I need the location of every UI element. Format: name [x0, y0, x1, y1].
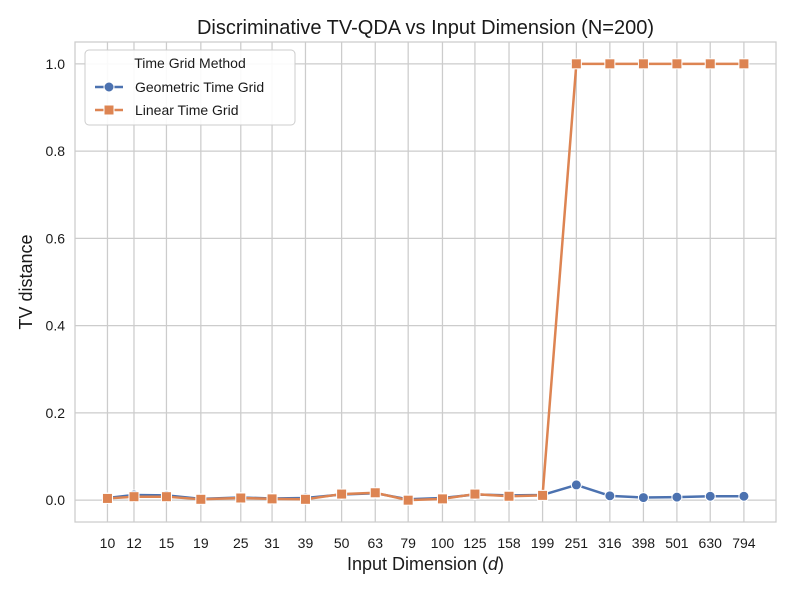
- data-point: [299, 493, 311, 505]
- data-point: [671, 491, 683, 503]
- x-axis-label-suffix: ): [498, 554, 504, 574]
- legend-label-linear: Linear Time Grid: [135, 102, 238, 118]
- legend-box: [84, 49, 296, 126]
- x-axis-label-prefix: Input Dimension (: [347, 554, 488, 574]
- y-tick-label: 0.6: [46, 230, 66, 246]
- data-point: [570, 479, 582, 491]
- data-point: [369, 487, 381, 499]
- x-tick-label: 316: [598, 535, 622, 551]
- x-tick-label: 10: [100, 535, 116, 551]
- data-point: [704, 58, 716, 70]
- data-point: [266, 493, 278, 505]
- data-point: [637, 58, 649, 70]
- chart-title: Discriminative TV-QDA vs Input Dimension…: [197, 17, 654, 39]
- x-tick-label: 199: [531, 535, 555, 551]
- plot-frame: [74, 41, 777, 523]
- x-tick-label: 19: [193, 535, 209, 551]
- legend: Time Grid Method Geometric Time Grid Lin…: [84, 49, 296, 126]
- legend-label-geometric: Geometric Time Grid: [135, 79, 264, 95]
- data-point: [160, 491, 172, 503]
- data-point: [604, 490, 616, 502]
- y-tick-label: 1.0: [46, 56, 66, 72]
- y-tick-label: 0.8: [46, 143, 66, 159]
- series-linear: [101, 58, 750, 506]
- data-point: [738, 58, 750, 70]
- x-tick-label: 251: [565, 535, 589, 551]
- data-point: [402, 494, 414, 506]
- data-point: [570, 58, 582, 70]
- data-point: [503, 490, 515, 502]
- x-tick-label: 63: [367, 535, 383, 551]
- data-point: [537, 489, 549, 501]
- data-point: [195, 493, 207, 505]
- x-axis-label-variable: d: [488, 554, 499, 574]
- y-axis-label: TV distance: [16, 234, 36, 329]
- y-tick-label: 0.0: [46, 492, 66, 508]
- legend-marker-geometric: [103, 81, 115, 93]
- y-tick-label: 0.2: [46, 405, 66, 421]
- x-tick-label: 50: [334, 535, 350, 551]
- data-point: [128, 491, 140, 503]
- x-tick-label: 125: [463, 535, 487, 551]
- x-tick-label: 39: [298, 535, 314, 551]
- series-line: [107, 62, 744, 502]
- legend-marker-linear: [103, 104, 115, 116]
- data-point: [671, 58, 683, 70]
- x-tick-label: 630: [699, 535, 723, 551]
- data-point: [469, 488, 481, 500]
- x-tick-label: 794: [732, 535, 756, 551]
- data-point: [604, 58, 616, 70]
- data-point: [235, 492, 247, 504]
- legend-title: Time Grid Method: [134, 55, 246, 71]
- x-tick-label: 158: [497, 535, 521, 551]
- x-axis-label: Input Dimension (d): [347, 554, 504, 574]
- x-tick-label: 12: [126, 535, 142, 551]
- x-tick-label: 398: [632, 535, 656, 551]
- x-tick-label: 501: [665, 535, 689, 551]
- x-tick-label: 15: [159, 535, 175, 551]
- y-tick-label: 0.4: [46, 318, 66, 334]
- x-tick-label: 25: [233, 535, 249, 551]
- x-tick-label: 79: [400, 535, 416, 551]
- x-tick-label: 100: [431, 535, 455, 551]
- tick-labels: 0.0 0.2 0.4 0.6 0.8 1.0 10 12 15 19 25 31 39 50 63 79 10…: [46, 56, 756, 551]
- data-point: [101, 492, 113, 504]
- x-tick-label: 31: [264, 535, 280, 551]
- data-point: [637, 492, 649, 504]
- series-layer: [101, 58, 750, 506]
- data-point: [738, 490, 750, 502]
- data-point: [336, 488, 348, 500]
- data-point: [436, 493, 448, 505]
- data-point: [704, 490, 716, 502]
